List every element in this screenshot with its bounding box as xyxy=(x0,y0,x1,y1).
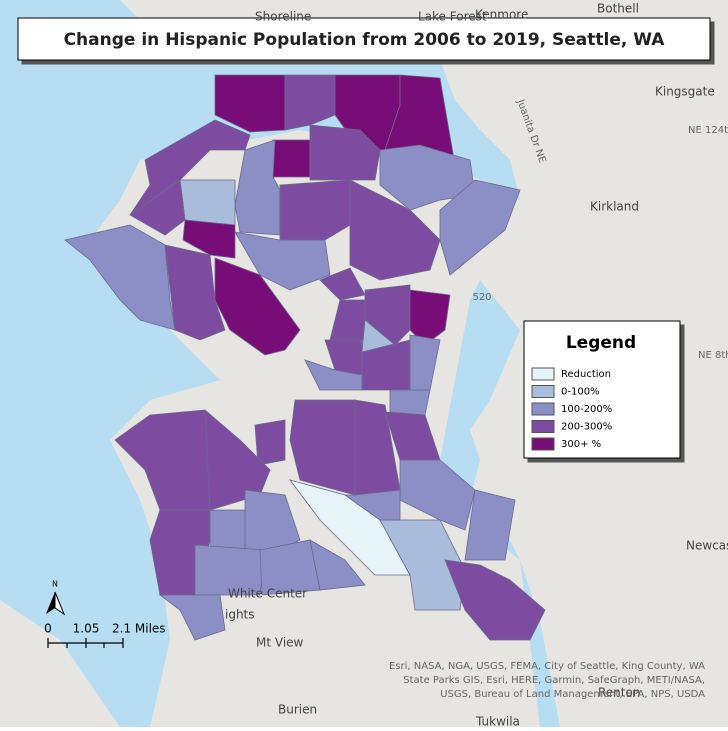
legend-label: Reduction xyxy=(561,369,611,380)
place-label: Mt View xyxy=(256,636,304,650)
legend-swatch xyxy=(531,367,555,381)
tract xyxy=(158,594,226,641)
tract xyxy=(349,179,441,281)
title: Change in Hispanic Population from 2006 … xyxy=(64,30,666,50)
place-label: Newcas xyxy=(686,539,728,553)
legend-swatch xyxy=(531,420,555,433)
tract xyxy=(304,359,363,391)
tract xyxy=(389,389,431,416)
tract xyxy=(204,409,271,511)
attribution-box: Esri, NASA, NGA, USGS, FEMA, City of Sea… xyxy=(389,661,705,700)
attribution: Esri, NASA, NGA, USGS, FEMA, City of Sea… xyxy=(389,661,705,700)
place-label: Renton xyxy=(598,686,640,700)
tract xyxy=(444,559,546,641)
tract xyxy=(464,489,516,561)
legend-label: 100-200% xyxy=(561,404,612,415)
legend-swatch xyxy=(531,385,555,398)
tract xyxy=(439,179,521,276)
scale-label: 1.05 xyxy=(73,622,100,636)
tract xyxy=(284,74,336,131)
place-label: Shoreline xyxy=(255,10,311,24)
tract xyxy=(234,231,331,291)
legend-label: 200-300% xyxy=(561,422,612,433)
scale-label: 0 xyxy=(44,622,52,636)
legend-swatch xyxy=(531,402,555,416)
tract xyxy=(179,179,236,226)
tract xyxy=(164,244,226,341)
road-label: NE 8th xyxy=(698,350,728,361)
tract xyxy=(129,119,251,216)
place-label: Burien xyxy=(278,703,317,717)
tract xyxy=(272,139,311,178)
place-label: Kirkland xyxy=(590,200,639,214)
tract xyxy=(279,179,351,241)
north-label: N xyxy=(52,580,58,589)
tract xyxy=(309,124,381,181)
tract xyxy=(309,539,366,591)
legend-title: Legend xyxy=(566,333,636,353)
place-label: White Center xyxy=(228,587,307,601)
tract xyxy=(214,257,301,356)
tract xyxy=(409,289,451,346)
north-arrow: N xyxy=(46,580,66,616)
tract xyxy=(289,399,356,496)
place-label: Lake Forest xyxy=(418,10,487,24)
place-label: Bothell xyxy=(597,2,639,16)
legend-label: 300+ % xyxy=(561,439,601,450)
scale-bar: 0 1.05 2.1 Miles xyxy=(44,622,166,648)
tracts xyxy=(64,74,546,641)
tract xyxy=(254,419,286,466)
tract xyxy=(182,219,236,259)
road-label: 520 xyxy=(472,292,491,303)
place-label: ights xyxy=(225,608,255,622)
title-box xyxy=(17,17,711,61)
place-label: Kenmore xyxy=(475,8,528,22)
legend: Legend Reduction 0-100% 100-200% 200-300% 30… xyxy=(523,320,681,459)
road-label: NE 124th xyxy=(688,125,728,136)
tract xyxy=(214,74,286,133)
legend-swatch xyxy=(531,437,555,451)
legend-label: 0-100% xyxy=(561,387,600,398)
place-label: Kingsgate xyxy=(655,85,715,99)
tract xyxy=(343,489,401,521)
place-label: Tukwila xyxy=(475,715,520,728)
tract xyxy=(194,544,266,596)
scale-label: 2.1 Miles xyxy=(112,622,166,636)
